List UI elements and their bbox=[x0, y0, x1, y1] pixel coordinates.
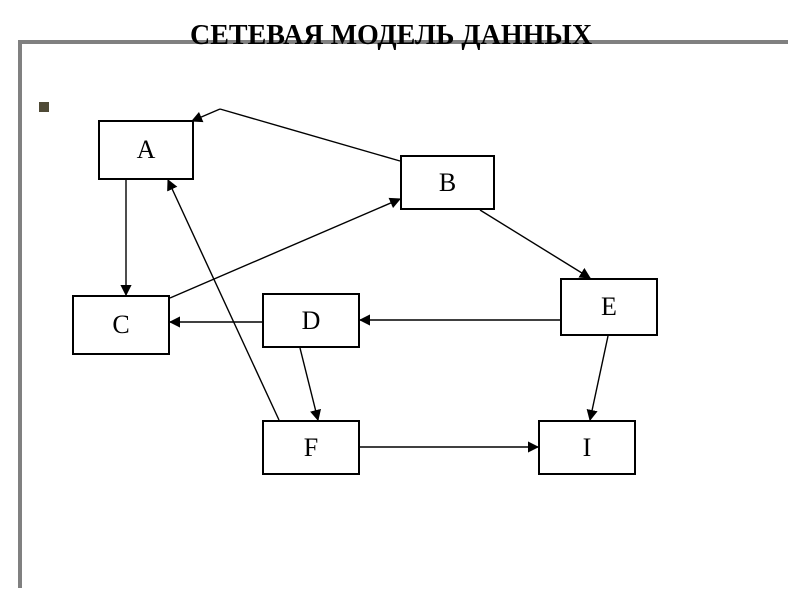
node-a: A bbox=[98, 120, 194, 180]
node-b: B bbox=[400, 155, 495, 210]
edge-e-i bbox=[590, 336, 608, 420]
edge-b-a bbox=[192, 109, 220, 121]
edge-b-e bbox=[480, 210, 590, 278]
node-i: I bbox=[538, 420, 636, 475]
frame-left bbox=[18, 40, 22, 588]
edge-c-b bbox=[170, 199, 400, 298]
node-e: E bbox=[560, 278, 658, 336]
edge-d-f bbox=[300, 348, 318, 420]
page-title: СЕТЕВАЯ МОДЕЛЬ ДАННЫХ bbox=[190, 20, 592, 52]
node-d: D bbox=[262, 293, 360, 348]
node-f: F bbox=[262, 420, 360, 475]
bullet-icon bbox=[39, 102, 49, 112]
edge-b-a-seg bbox=[220, 109, 400, 161]
node-c: C bbox=[72, 295, 170, 355]
